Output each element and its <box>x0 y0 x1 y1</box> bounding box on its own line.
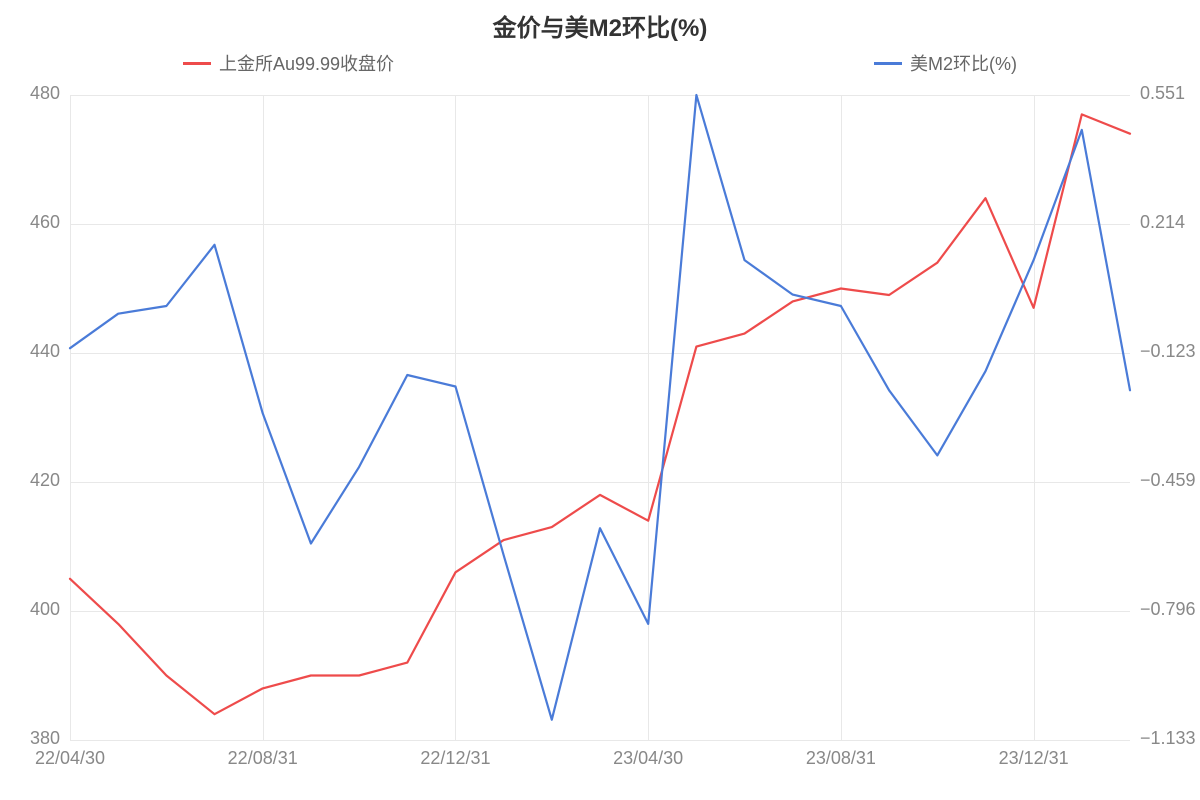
y-right-tick-label: −0.459 <box>1140 470 1196 491</box>
x-tick-label: 22/12/31 <box>405 748 505 769</box>
line-m2-mom <box>70 95 1130 720</box>
y-left-tick-label: 420 <box>0 470 60 491</box>
line-gold-price <box>70 114 1130 714</box>
chart-container: 金价与美M2环比(%) 上金所Au99.99收盘价 美M2环比(%) 38040… <box>0 0 1200 800</box>
plot-area: 380400420440460480 −1.133−0.796−0.459−0.… <box>70 95 1130 740</box>
y-left-tick-label: 480 <box>0 83 60 104</box>
chart-lines-svg <box>70 95 1130 740</box>
y-right-tick-label: 0.214 <box>1140 212 1185 233</box>
gridline-h <box>70 740 1130 741</box>
y-right-tick-label: −0.796 <box>1140 599 1196 620</box>
legend-label-gold: 上金所Au99.99收盘价 <box>219 50 394 76</box>
legend: 上金所Au99.99收盘价 美M2环比(%) <box>0 50 1200 76</box>
legend-item-m2: 美M2环比(%) <box>874 50 1017 76</box>
x-tick-label: 22/08/31 <box>213 748 313 769</box>
y-right-tick-label: −1.133 <box>1140 728 1196 749</box>
y-left-tick-label: 440 <box>0 341 60 362</box>
legend-swatch-m2 <box>874 62 902 65</box>
x-tick-label: 23/04/30 <box>598 748 698 769</box>
x-tick-label: 23/12/31 <box>984 748 1084 769</box>
y-left-tick-label: 380 <box>0 728 60 749</box>
legend-item-gold: 上金所Au99.99收盘价 <box>183 50 394 76</box>
legend-swatch-gold <box>183 62 211 65</box>
y-right-tick-label: −0.123 <box>1140 341 1196 362</box>
legend-label-m2: 美M2环比(%) <box>910 50 1017 76</box>
y-left-tick-label: 460 <box>0 212 60 233</box>
chart-title: 金价与美M2环比(%) <box>493 8 708 43</box>
x-tick-label: 22/04/30 <box>20 748 120 769</box>
x-tick-label: 23/08/31 <box>791 748 891 769</box>
y-left-tick-label: 400 <box>0 599 60 620</box>
y-right-tick-label: 0.551 <box>1140 83 1185 104</box>
